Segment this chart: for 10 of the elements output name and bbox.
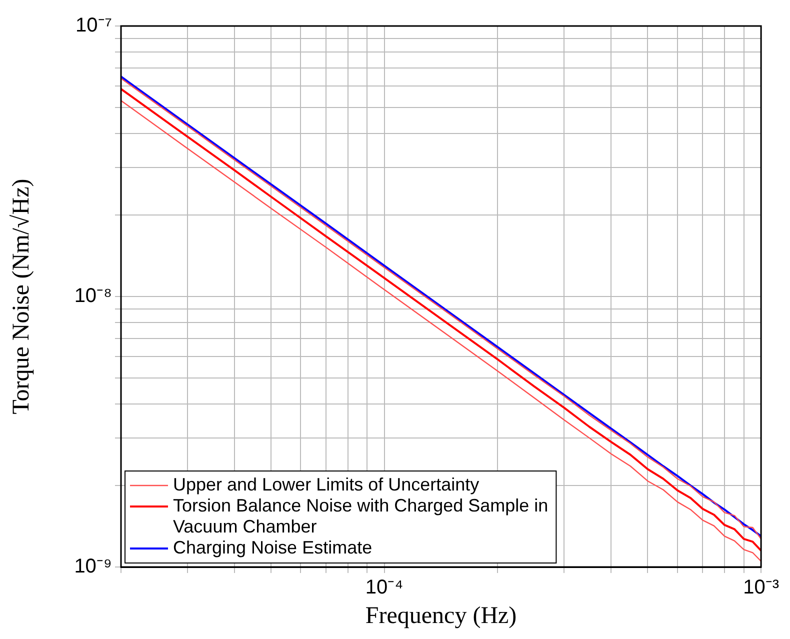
y-tick-label: 10⁻⁹ [74, 556, 112, 578]
x-tick-label: 10⁻⁴ [365, 576, 404, 599]
x-axis-title: Frequency (Hz) [365, 602, 517, 629]
legend-label: Charging Noise Estimate [173, 537, 372, 558]
x-tick-label: 10⁻³ [743, 576, 780, 599]
y-tick-label: 10⁻⁸ [74, 285, 112, 308]
y-axis-title: Torque Noise (Nm/√Hz) [8, 178, 35, 414]
y-tick-label: 10⁻⁷ [76, 14, 112, 37]
legend-label: Upper and Lower Limits of Uncertainty [173, 474, 480, 494]
legend-label: Torsion Balance Noise with Charged Sample in Vacuum Chamber [173, 495, 548, 536]
